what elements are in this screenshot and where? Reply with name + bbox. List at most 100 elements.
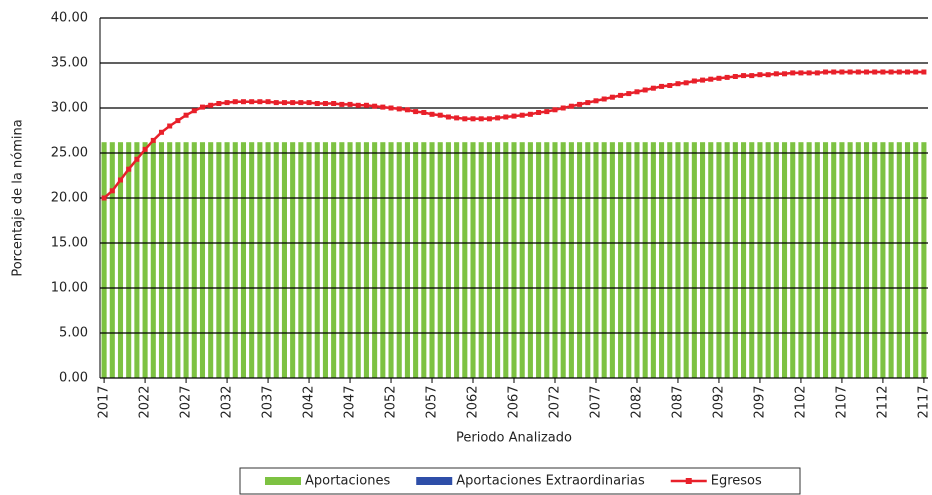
marker [224,100,230,106]
marker [503,114,509,120]
marker [265,99,271,105]
marker [183,112,189,118]
marker [888,69,894,75]
x-tick-label: 2027 [179,385,194,418]
marker [158,129,164,135]
marker [905,69,911,75]
marker [839,69,845,75]
bar [388,142,394,378]
bar [716,142,722,378]
bar [601,142,607,378]
marker [126,166,132,172]
bar [577,142,583,378]
bar [839,142,845,378]
x-tick-label: 2057 [425,385,440,418]
x-tick-label: 2052 [384,385,399,418]
marker [765,72,771,78]
marker [544,109,550,115]
marker [445,114,451,120]
bar [240,142,247,378]
bar [904,142,911,378]
bar [855,142,861,378]
bar [691,142,697,378]
marker [757,72,763,78]
marker [437,112,443,118]
bar [609,142,615,378]
marker [232,99,238,105]
bar [117,142,124,378]
x-tick-label: 2037 [261,385,276,418]
marker [257,99,263,105]
x-tick-label: 2117 [916,385,931,418]
bar [790,142,796,378]
bar [921,142,927,378]
marker [413,109,419,115]
bar [626,142,632,378]
marker [281,100,287,106]
x-tick-label: 2032 [220,385,235,418]
marker [142,146,148,152]
bar [339,142,345,378]
bar [290,142,296,378]
marker [749,73,755,79]
legend-label: Egresos [711,474,762,489]
bar [470,142,476,378]
y-axis-title: Porcentaje de la nómina [11,119,26,276]
bar [437,142,443,378]
marker [199,104,205,110]
marker [577,101,583,107]
bar [306,142,312,378]
bar [249,142,255,378]
bar [560,142,566,378]
marker [404,107,410,113]
marker [593,98,599,104]
marker [519,112,525,118]
bar [781,142,788,378]
marker [847,69,853,75]
bar [421,142,427,378]
bar [675,142,681,378]
bar [896,142,902,378]
bar [224,142,230,378]
marker [806,70,812,76]
bar [372,142,378,378]
bar [208,142,214,378]
marker [429,111,435,117]
bar [134,142,140,378]
bar [454,142,460,378]
bar [503,142,509,378]
bar [331,142,337,378]
marker [167,123,173,129]
bar [683,142,689,378]
bar [232,142,238,378]
bar [650,142,656,378]
x-tick-label: 2112 [875,385,890,418]
marker [454,115,460,121]
bar [847,142,853,378]
marker [831,69,837,75]
marker [741,73,747,79]
bar [798,142,804,378]
bar [700,142,706,378]
marker [560,105,566,111]
marker [913,69,919,75]
bar [831,142,837,378]
x-tick-label: 2097 [752,385,767,418]
marker [486,116,492,122]
marker [864,69,870,75]
bar [880,142,886,378]
bar [749,142,755,378]
bar [732,142,738,378]
marker [552,107,558,113]
marker [298,100,304,106]
marker [782,71,788,77]
marker [823,69,829,75]
bar [183,142,189,378]
marker [732,74,738,79]
y-tick-label: 40.00 [51,11,88,26]
marker [601,96,607,102]
marker [355,102,361,108]
marker [626,91,632,97]
x-axis-title: Periodo Analizado [456,431,572,446]
